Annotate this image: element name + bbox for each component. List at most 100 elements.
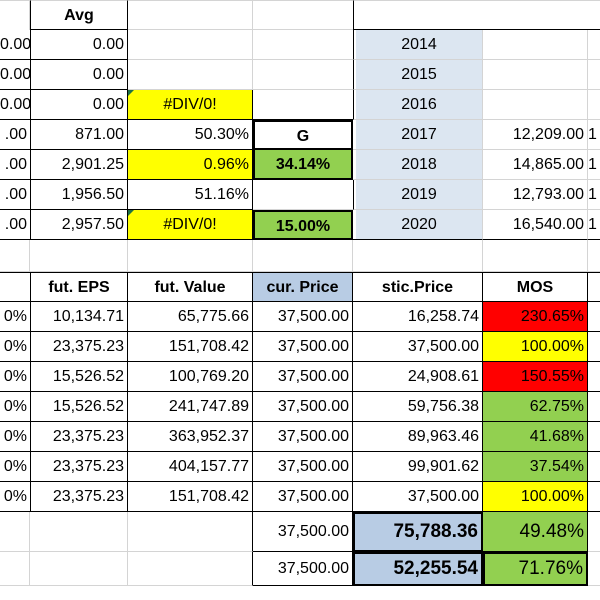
cell[interactable] bbox=[253, 0, 353, 30]
cell[interactable] bbox=[353, 180, 356, 210]
cell-avg[interactable]: 0.00 bbox=[30, 90, 128, 120]
cell-cur-price[interactable]: 37,500.00 bbox=[253, 452, 353, 482]
cell-fut-value[interactable]: 363,952.37 bbox=[128, 422, 253, 452]
cell-value[interactable] bbox=[483, 90, 588, 120]
cell-a[interactable]: 0.00 bbox=[0, 30, 30, 60]
cell-pct-error[interactable]: #DIV/0! bbox=[128, 210, 253, 240]
cell-a[interactable]: 0% bbox=[0, 482, 30, 512]
cell-year[interactable]: 2014 bbox=[356, 30, 483, 60]
cell[interactable] bbox=[353, 150, 356, 180]
cell-fut-eps[interactable]: 23,375.23 bbox=[30, 452, 128, 482]
fut-value-header[interactable]: fut. Value bbox=[128, 272, 253, 302]
cell[interactable] bbox=[588, 452, 600, 482]
summary-cur-price[interactable]: 37,500.00 bbox=[253, 512, 353, 552]
cell-tail[interactable]: 1 bbox=[588, 180, 600, 210]
stic-price-header[interactable]: stic.Price bbox=[353, 272, 483, 302]
cell[interactable] bbox=[0, 552, 30, 586]
cell-year[interactable]: 2015 bbox=[356, 60, 483, 90]
cell-fut-value[interactable]: 100,769.20 bbox=[128, 362, 253, 392]
cell-g[interactable] bbox=[253, 30, 353, 60]
cell[interactable] bbox=[0, 586, 600, 600]
cell-year[interactable]: 2017 bbox=[356, 120, 483, 150]
cell-fut-value[interactable]: 65,775.66 bbox=[128, 302, 253, 332]
cell-stic-price[interactable]: 89,963.46 bbox=[353, 422, 483, 452]
cell-fut-eps[interactable]: 15,526.52 bbox=[30, 392, 128, 422]
cell-year[interactable]: 2016 bbox=[356, 90, 483, 120]
cell-stic-price[interactable]: 24,908.61 bbox=[353, 362, 483, 392]
cell-stic-price[interactable]: 37,500.00 bbox=[353, 332, 483, 362]
cell-a[interactable]: .00 bbox=[0, 120, 30, 150]
cell[interactable] bbox=[128, 240, 253, 272]
summary-cur-price[interactable]: 37,500.00 bbox=[253, 552, 353, 586]
cell[interactable] bbox=[353, 30, 356, 60]
cell-avg[interactable]: 0.00 bbox=[30, 30, 128, 60]
cell-stic-price[interactable]: 59,756.38 bbox=[353, 392, 483, 422]
cell[interactable] bbox=[0, 240, 30, 272]
cell-tail[interactable]: 1 bbox=[588, 120, 600, 150]
cell[interactable] bbox=[588, 552, 600, 586]
cell-year[interactable]: 2018 bbox=[356, 150, 483, 180]
cell-avg[interactable]: 2,901.25 bbox=[30, 150, 128, 180]
cell-fut-value[interactable]: 404,157.77 bbox=[128, 452, 253, 482]
cell-fut-value[interactable]: 151,708.42 bbox=[128, 332, 253, 362]
summary-mos[interactable]: 71.76% bbox=[483, 552, 588, 586]
cell-value[interactable]: 14,865.00 bbox=[483, 150, 588, 180]
cell-mos[interactable]: 62.75% bbox=[483, 392, 588, 422]
cell[interactable] bbox=[483, 240, 588, 272]
cell[interactable] bbox=[353, 60, 356, 90]
cell[interactable] bbox=[588, 332, 600, 362]
cell-value[interactable]: 16,540.00 bbox=[483, 210, 588, 240]
cell-tail[interactable] bbox=[588, 30, 600, 60]
cell-fut-eps[interactable]: 10,134.71 bbox=[30, 302, 128, 332]
cell[interactable] bbox=[588, 482, 600, 512]
cell-a[interactable]: 0% bbox=[0, 422, 30, 452]
cell-pct[interactable] bbox=[128, 60, 253, 90]
cell-year[interactable]: 2019 bbox=[356, 180, 483, 210]
cell[interactable] bbox=[0, 272, 30, 302]
cell-avg[interactable]: 1,956.50 bbox=[30, 180, 128, 210]
cell[interactable] bbox=[30, 240, 128, 272]
cell[interactable] bbox=[353, 240, 483, 272]
cell-pct-error[interactable]: #DIV/0! bbox=[128, 90, 253, 120]
cell[interactable] bbox=[30, 512, 128, 552]
cell-a[interactable]: 0% bbox=[0, 392, 30, 422]
cell-a[interactable]: 0% bbox=[0, 332, 30, 362]
cell-stic-price[interactable]: 37,500.00 bbox=[353, 482, 483, 512]
cell-fut-value[interactable]: 151,708.42 bbox=[128, 482, 253, 512]
cell-cur-price[interactable]: 37,500.00 bbox=[253, 302, 353, 332]
cell-value[interactable] bbox=[483, 60, 588, 90]
cell-mos[interactable]: 150.55% bbox=[483, 362, 588, 392]
summary-mos[interactable]: 49.48% bbox=[483, 512, 588, 552]
cell-tail[interactable] bbox=[588, 60, 600, 90]
cell-avg[interactable]: 871.00 bbox=[30, 120, 128, 150]
cell-mos[interactable]: 100.00% bbox=[483, 332, 588, 362]
cell[interactable] bbox=[30, 552, 128, 586]
cell[interactable] bbox=[588, 272, 600, 302]
cell-a[interactable]: 0% bbox=[0, 452, 30, 482]
cell-fut-value[interactable]: 241,747.89 bbox=[128, 392, 253, 422]
cell-a[interactable]: .00 bbox=[0, 210, 30, 240]
cell[interactable] bbox=[128, 0, 253, 30]
cell-mos[interactable]: 41.68% bbox=[483, 422, 588, 452]
cell-cur-price[interactable]: 37,500.00 bbox=[253, 422, 353, 452]
cell-a[interactable]: .00 bbox=[0, 180, 30, 210]
cell-mos[interactable]: 100.00% bbox=[483, 482, 588, 512]
cell-fut-eps[interactable]: 23,375.23 bbox=[30, 422, 128, 452]
cell[interactable] bbox=[253, 240, 353, 272]
cell-a[interactable]: 0.00 bbox=[0, 60, 30, 90]
mos-header[interactable]: MOS bbox=[483, 272, 588, 302]
cell-pct[interactable]: 50.30% bbox=[128, 120, 253, 150]
cell-pct[interactable] bbox=[128, 30, 253, 60]
summary-stic-price[interactable]: 75,788.36 bbox=[353, 512, 483, 552]
cell-fut-eps[interactable]: 23,375.23 bbox=[30, 482, 128, 512]
cell-avg[interactable]: 0.00 bbox=[30, 60, 128, 90]
cell[interactable] bbox=[353, 0, 600, 30]
g-header[interactable]: G bbox=[253, 120, 353, 150]
cell-cur-price[interactable]: 37,500.00 bbox=[253, 332, 353, 362]
cell-tail[interactable]: 1 bbox=[588, 150, 600, 180]
cell-value[interactable]: 12,793.00 bbox=[483, 180, 588, 210]
cell[interactable] bbox=[588, 392, 600, 422]
cell-g[interactable] bbox=[253, 180, 353, 210]
avg-header[interactable]: Avg bbox=[30, 0, 128, 30]
cell-stic-price[interactable]: 99,901.62 bbox=[353, 452, 483, 482]
